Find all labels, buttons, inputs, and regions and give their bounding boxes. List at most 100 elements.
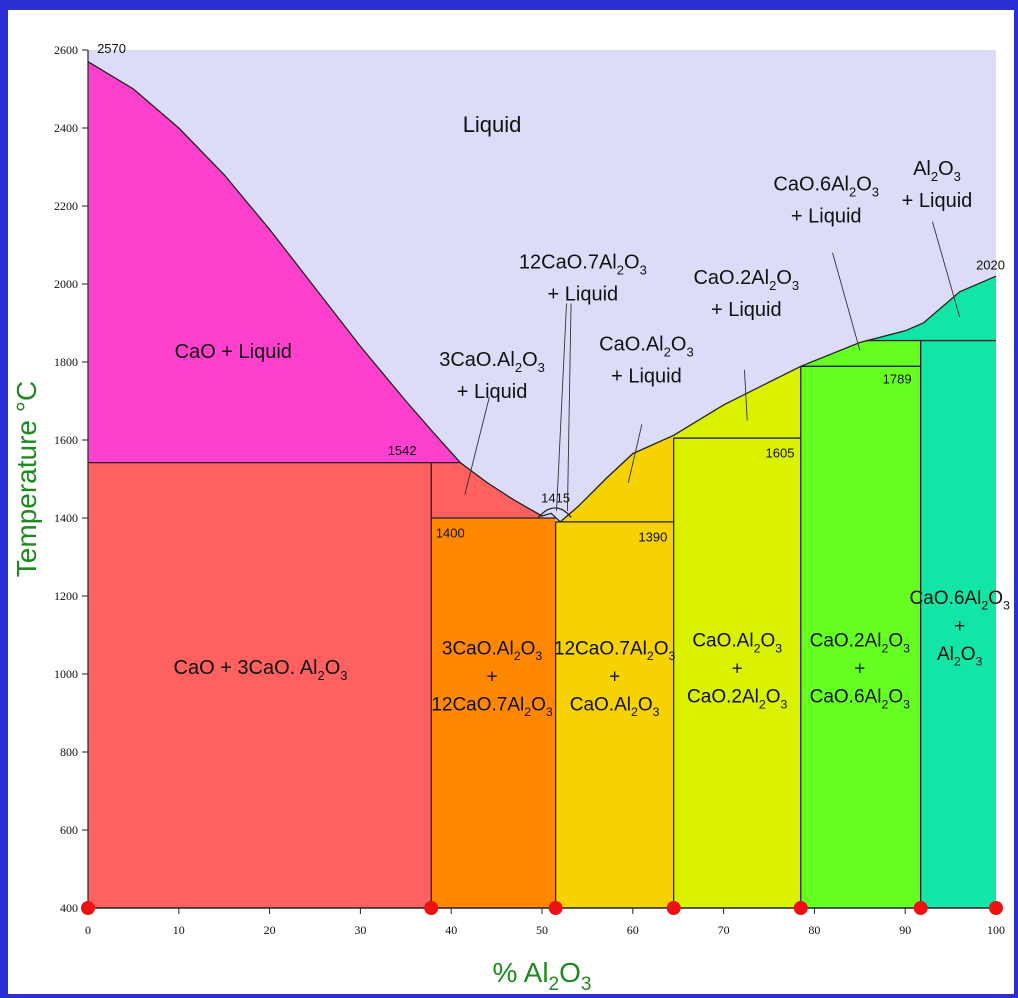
label-ca6-al2o3-line-1: + [954, 616, 965, 637]
figure-frame: 0 10 20 30 40 50 60 70 80 90 100 400 600 800 1000 1200 1… [8, 10, 1014, 994]
composition-marker-5 [913, 901, 928, 915]
temperature-label-2020: 2020 [976, 258, 1005, 273]
label-pointers [464, 221, 961, 512]
temperature-label-1605: 1605 [766, 446, 795, 461]
label-c3a-liquid-line-1: + Liquid [457, 381, 528, 403]
y-tick-label: 2600 [54, 43, 78, 57]
region-cao-al2o3-cao-2al2o3 [673, 438, 801, 908]
label-ca-liquid-line-0: CaO.Al2O3​ [599, 333, 694, 359]
label-ca-liquid-line-1: + Liquid [611, 365, 682, 387]
region-3cao-al2o3-liquid [431, 462, 542, 518]
label-ca2-ca6-line-1: + [854, 659, 865, 680]
label-c3a-c12a7-line-0: 3CaO.Al2O3​ [442, 639, 542, 664]
label-c12a7-ca-line-0: 12CaO.7Al2O3​ [554, 639, 676, 664]
phase-boundaries [87, 61, 997, 908]
y-tick-label: 1800 [54, 355, 78, 369]
composition-markers [81, 901, 1003, 915]
label-ca6-liquid-line-0: CaO.6Al2O3​ [773, 173, 879, 199]
temperature-label-1415: 1415 [541, 490, 570, 505]
label-c12a7-ca-line-1: + [609, 667, 620, 688]
phase-diagram: 0 10 20 30 40 50 60 70 80 90 100 400 600 800 1000 1200 1… [11, 41, 1010, 994]
temperature-labels: 2570 1542 1400 1415 1390 1605 1789 2020 [97, 41, 1005, 544]
pointer-line-6 [932, 221, 961, 318]
label-c12a7-ca-line-2: CaO.Al2O3​ [570, 695, 660, 720]
x-tick-label: 60 [627, 923, 639, 937]
composition-marker-2 [548, 901, 563, 915]
liquidus-line [87, 61, 997, 523]
region-cao-6al2o3-al2o3 [920, 340, 996, 908]
x-axis-title: % Al2O3 [493, 957, 592, 994]
label-ca-ca2-line-2: CaO.2Al2O3​ [687, 687, 787, 712]
composition-marker-0 [81, 901, 95, 915]
y-tick-label: 600 [60, 823, 78, 837]
label-al2o3-liquid-line-1: + Liquid [902, 190, 973, 212]
axes: 0 10 20 30 40 50 60 70 80 90 100 400 600 800 1000 1200 1… [54, 43, 1005, 937]
x-tick-label: 10 [173, 923, 185, 937]
y-tick-label: 2000 [54, 277, 78, 291]
label-c12a7-liquid-line-1: + Liquid [548, 283, 619, 305]
label-c3a-c12a7-line-2: 12CaO.7Al2O3​ [431, 695, 553, 720]
label-ca2-ca6-line-2: CaO.6Al2O3​ [810, 687, 910, 712]
composition-marker-1 [424, 901, 439, 915]
region-labels: Liquid CaO + Liquid CaO + 3CaO. Al2O3​ 3CaO… [174, 112, 1010, 719]
label-liquid-line-0: Liquid [463, 112, 522, 137]
label-ca-ca2-line-1: + [732, 659, 743, 680]
label-c12a7-liquid-line-0: 12CaO.7Al2O3​ [519, 251, 647, 277]
region-cao-2al2o3-liquid [673, 366, 801, 439]
label-ca6-al2o3-line-2: Al2O3​ [937, 644, 983, 669]
x-tick-label: 30 [354, 923, 366, 937]
y-tick-label: 1000 [54, 667, 78, 681]
region-3cao-al2o3-12cao-7al2o3 [431, 518, 556, 908]
region-12cao-7al2o3-cao-al2o3 [555, 521, 674, 908]
region-cao-2al2o3-cao-6al2o3 [800, 366, 921, 908]
phase-regions [88, 50, 996, 908]
x-tick-label: 0 [85, 923, 91, 937]
c12a7-dome [537, 507, 572, 518]
region-cao-6al2o3-liquid [800, 340, 921, 367]
label-cao-c3a-line-0: CaO + 3CaO. Al2O3​ [174, 657, 348, 683]
axis-titles: % Al2O3 Temperature °C [11, 381, 591, 994]
label-c3a-c12a7-line-1: + [487, 667, 498, 688]
pointer-line-0 [464, 396, 490, 495]
y-tick-label: 400 [60, 901, 78, 915]
y-tick-label: 1400 [54, 511, 78, 525]
x-tick-label: 40 [445, 923, 457, 937]
y-tick-label: 1200 [54, 589, 78, 603]
composition-marker-6 [989, 901, 1003, 915]
temperature-label-1400: 1400 [436, 526, 465, 541]
label-ca2-liquid-line-1: + Liquid [711, 299, 782, 321]
label-al2o3-liquid-line-0: Al2O3​ [913, 158, 961, 184]
temperature-label-1390: 1390 [638, 529, 667, 544]
pointer-line-5 [832, 252, 861, 351]
region-cao-al2o3-liquid [560, 435, 674, 522]
y-tick-label: 800 [60, 745, 78, 759]
composition-marker-4 [793, 901, 808, 915]
pointer-line-2 [566, 303, 572, 511]
pointer-line-1 [556, 303, 567, 512]
pointer-line-4 [744, 369, 748, 421]
pointer-line-3 [627, 424, 643, 484]
temperature-label-2570: 2570 [97, 41, 126, 56]
y-tick-label: 2400 [54, 121, 78, 135]
label-ca6-liquid-line-1: + Liquid [791, 205, 862, 227]
region-cao-3cao-al2o3 [88, 462, 432, 908]
label-cao-liquid-line-0: CaO + Liquid [175, 341, 292, 363]
label-ca2-liquid-line-0: CaO.2Al2O3​ [693, 267, 799, 293]
label-c3a-liquid-line-0: 3CaO.Al2O3​ [439, 349, 545, 375]
y-tick-label: 1600 [54, 433, 78, 447]
x-tick-label: 80 [808, 923, 820, 937]
label-ca6-al2o3-line-0: CaO.6Al2O3​ [910, 588, 1010, 613]
x-tick-label: 20 [264, 923, 276, 937]
y-tick-label: 2200 [54, 199, 78, 213]
temperature-label-1789: 1789 [883, 371, 912, 386]
region-cao-liquid [88, 61, 461, 463]
x-tick-label: 70 [718, 923, 730, 937]
x-tick-label: 50 [536, 923, 548, 937]
label-ca2-ca6-line-0: CaO.2Al2O3​ [810, 631, 910, 656]
temperature-label-1542: 1542 [388, 443, 417, 458]
region-al2o3-liquid [864, 276, 996, 342]
x-tick-label: 90 [899, 923, 911, 937]
x-tick-label: 100 [987, 923, 1005, 937]
composition-marker-3 [666, 901, 681, 915]
label-ca-ca2-line-0: CaO.Al2O3​ [692, 631, 782, 656]
